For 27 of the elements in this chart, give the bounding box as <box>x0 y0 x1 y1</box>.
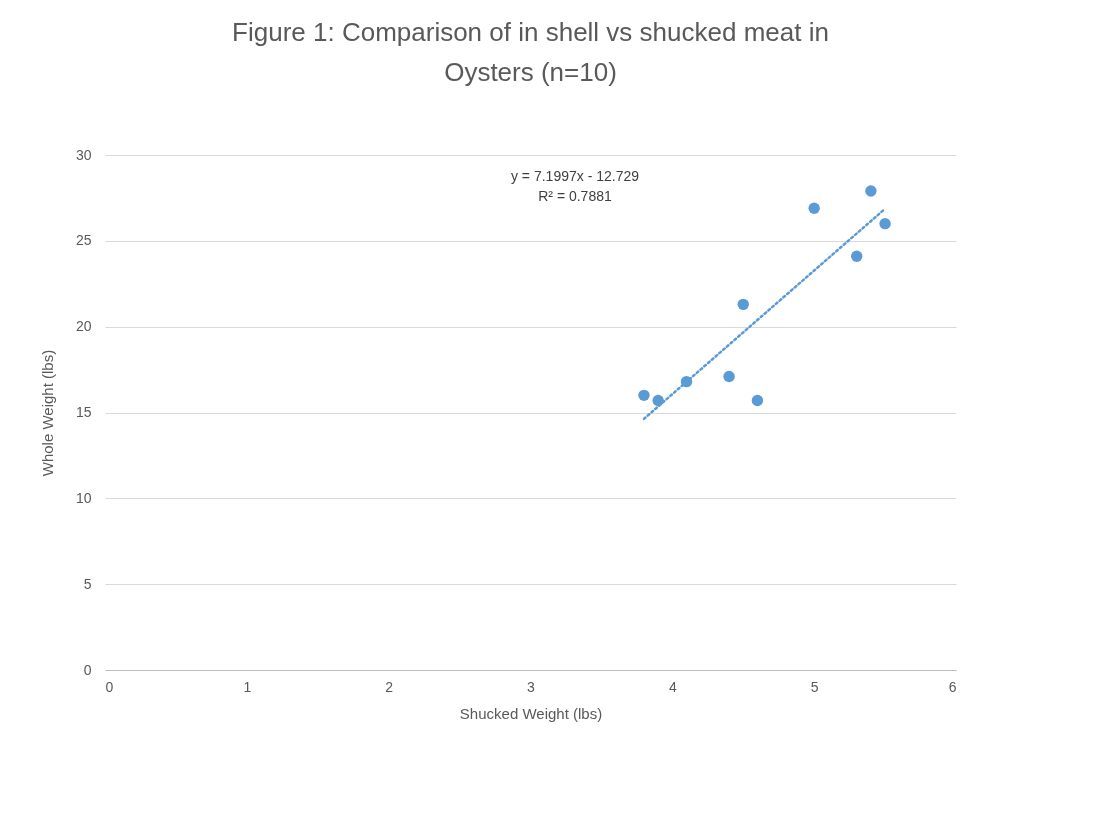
y-axis-title: Whole Weight (lbs) <box>38 349 56 477</box>
point <box>865 185 877 197</box>
point <box>723 370 735 383</box>
point <box>808 202 820 214</box>
point <box>879 217 891 230</box>
point <box>737 298 749 311</box>
x-tick-label: 4 <box>668 678 677 695</box>
y-tick-label: 30 <box>75 146 92 163</box>
annotation: y = 7.1997x - 12.729 <box>510 168 640 184</box>
y-tick-label: 0 <box>83 661 92 678</box>
y-tick-label: 20 <box>75 318 92 335</box>
point <box>638 389 650 402</box>
annotation: R² = 0.7881 <box>538 188 612 204</box>
x-tick-label: 5 <box>810 678 819 695</box>
y-tick-label: 15 <box>75 404 92 420</box>
x-tick-label: 3 <box>527 678 536 695</box>
y-tick-label: 10 <box>75 489 92 506</box>
x-tick-label: 2 <box>385 678 394 695</box>
x-tick-label: 6 <box>948 678 957 695</box>
x-axis-title: Shucked Weight (lbs) <box>459 704 603 722</box>
point <box>851 250 863 262</box>
y-tick-label: 5 <box>83 575 92 592</box>
chart-title: Figure 1: Comparison of in shell vs shucked meat in Oysters (n=10) <box>232 17 829 87</box>
point <box>751 394 764 407</box>
x-tick-label: 0 <box>105 678 114 695</box>
y-tick-label: 25 <box>75 232 92 249</box>
x-tick-label: 1 <box>243 678 252 695</box>
